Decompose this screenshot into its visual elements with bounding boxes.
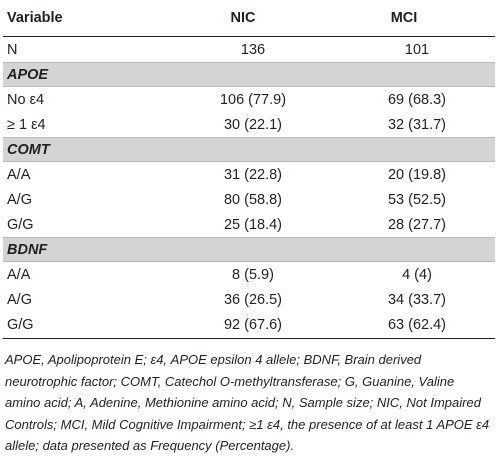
mci-value: 101 bbox=[404, 41, 430, 58]
header-row: Variable NIC MCI bbox=[3, 0, 495, 37]
mci-value: 53 (52.5) bbox=[387, 191, 447, 208]
mci-value: 20 (19.8) bbox=[387, 166, 447, 183]
header-mci: MCI bbox=[390, 10, 418, 26]
header-variable: Variable bbox=[7, 10, 63, 26]
header-nic: NIC bbox=[230, 10, 256, 26]
row-label: A/G bbox=[7, 191, 32, 208]
table-row: G/G 92 (67.6) 63 (62.4) bbox=[3, 312, 495, 339]
mci-value: 63 (62.4) bbox=[313, 312, 495, 339]
nic-value: 80 (58.8) bbox=[223, 191, 283, 208]
row-label: No ε4 bbox=[7, 91, 45, 108]
table-row: A/G 80 (58.8) 53 (52.5) bbox=[3, 187, 495, 212]
nic-value: 8 (5.9) bbox=[232, 266, 274, 283]
nic-value: 30 (22.1) bbox=[223, 116, 283, 133]
row-label: A/A bbox=[7, 266, 31, 283]
mci-value: 69 (68.3) bbox=[387, 91, 447, 108]
mci-value: 28 (27.7) bbox=[387, 216, 447, 233]
mci-value: 32 (31.7) bbox=[387, 116, 447, 133]
nic-value: 106 (77.9) bbox=[219, 91, 287, 108]
mci-value: 4 (4) bbox=[402, 266, 432, 283]
nic-value: 25 (18.4) bbox=[223, 216, 283, 233]
table-row: A/A 31 (22.8) 20 (19.8) bbox=[3, 162, 495, 188]
section-label: BDNF bbox=[3, 237, 495, 262]
section-label: COMT bbox=[3, 137, 495, 162]
row-label: A/A bbox=[7, 166, 31, 183]
section-row-bdnf: BDNF bbox=[3, 237, 495, 262]
table-row: N 136 101 bbox=[3, 37, 495, 63]
row-label: N bbox=[7, 41, 18, 58]
table-row: A/G 36 (26.5) 34 (33.7) bbox=[3, 287, 495, 312]
table-figure: Variable NIC MCI N 136 101 APOE No ε4 10… bbox=[3, 0, 495, 453]
row-label: ≥ 1 ε4 bbox=[7, 116, 46, 133]
row-label: G/G bbox=[7, 216, 34, 233]
mci-value: 34 (33.7) bbox=[387, 291, 447, 308]
nic-value: 36 (26.5) bbox=[223, 291, 283, 308]
table-row: G/G 25 (18.4) 28 (27.7) bbox=[3, 212, 495, 238]
table-row: A/A 8 (5.9) 4 (4) bbox=[3, 262, 495, 288]
table-footnote: APOE, Apolipoprotein E; ε4, APOE epsilon… bbox=[5, 352, 490, 453]
row-label: G/G bbox=[3, 312, 173, 339]
section-row-comt: COMT bbox=[3, 137, 495, 162]
nic-value: 136 bbox=[240, 41, 266, 58]
nic-value: 31 (22.8) bbox=[223, 166, 283, 183]
table-row: ≥ 1 ε4 30 (22.1) 32 (31.7) bbox=[3, 112, 495, 138]
table-row: No ε4 106 (77.9) 69 (68.3) bbox=[3, 87, 495, 113]
row-label: A/G bbox=[7, 291, 32, 308]
section-row-apoe: APOE bbox=[3, 62, 495, 87]
nic-value: 92 (67.6) bbox=[173, 312, 313, 339]
genotype-table: Variable NIC MCI N 136 101 APOE No ε4 10… bbox=[3, 0, 495, 339]
section-label: APOE bbox=[3, 62, 495, 87]
